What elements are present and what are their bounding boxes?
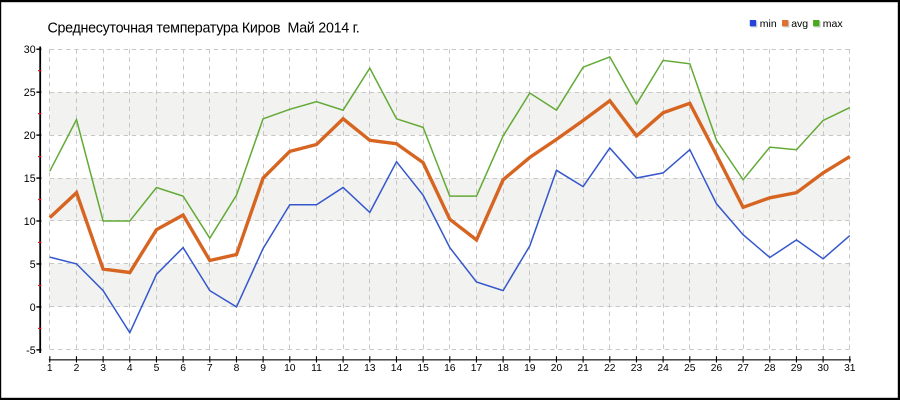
svg-text:23: 23 bbox=[631, 363, 643, 374]
svg-text:avg: avg bbox=[791, 18, 808, 30]
svg-text:30: 30 bbox=[24, 44, 36, 56]
svg-text:27: 27 bbox=[737, 363, 749, 374]
svg-text:20: 20 bbox=[24, 130, 36, 142]
svg-text:15: 15 bbox=[24, 173, 36, 185]
svg-text:31: 31 bbox=[844, 363, 856, 374]
svg-text:min: min bbox=[760, 18, 777, 30]
svg-text:9: 9 bbox=[260, 363, 266, 374]
svg-text:25: 25 bbox=[24, 87, 36, 99]
svg-text:28: 28 bbox=[764, 363, 776, 374]
svg-text:20: 20 bbox=[551, 363, 563, 374]
svg-text:14: 14 bbox=[391, 363, 403, 374]
svg-text:5: 5 bbox=[30, 259, 36, 271]
svg-text:15: 15 bbox=[417, 363, 429, 374]
svg-text:21: 21 bbox=[577, 363, 589, 374]
svg-text:25: 25 bbox=[684, 363, 696, 374]
svg-text:2: 2 bbox=[74, 363, 80, 374]
svg-text:22: 22 bbox=[604, 363, 616, 374]
svg-text:3: 3 bbox=[100, 363, 106, 374]
svg-text:13: 13 bbox=[364, 363, 376, 374]
svg-text:7: 7 bbox=[207, 363, 213, 374]
svg-text:8: 8 bbox=[234, 363, 240, 374]
svg-text:24: 24 bbox=[657, 363, 669, 374]
svg-text:11: 11 bbox=[311, 363, 322, 374]
svg-text:Среднесуточная температура Кир: Среднесуточная температура Киров Май 201… bbox=[48, 21, 360, 37]
svg-text:6: 6 bbox=[180, 363, 186, 374]
svg-text:0: 0 bbox=[30, 302, 36, 314]
svg-text:10: 10 bbox=[284, 363, 296, 374]
svg-text:max: max bbox=[823, 18, 844, 30]
svg-text:16: 16 bbox=[444, 363, 456, 374]
svg-text:30: 30 bbox=[817, 363, 829, 374]
svg-text:4: 4 bbox=[127, 363, 133, 374]
svg-text:5: 5 bbox=[154, 363, 160, 374]
svg-text:19: 19 bbox=[524, 363, 536, 374]
svg-text:29: 29 bbox=[791, 363, 803, 374]
svg-text:12: 12 bbox=[337, 363, 349, 374]
svg-text:18: 18 bbox=[497, 363, 509, 374]
svg-text:1: 1 bbox=[47, 363, 53, 374]
svg-text:-5: -5 bbox=[26, 345, 36, 357]
svg-text:10: 10 bbox=[24, 216, 36, 228]
svg-text:26: 26 bbox=[711, 363, 723, 374]
svg-text:17: 17 bbox=[471, 363, 483, 374]
